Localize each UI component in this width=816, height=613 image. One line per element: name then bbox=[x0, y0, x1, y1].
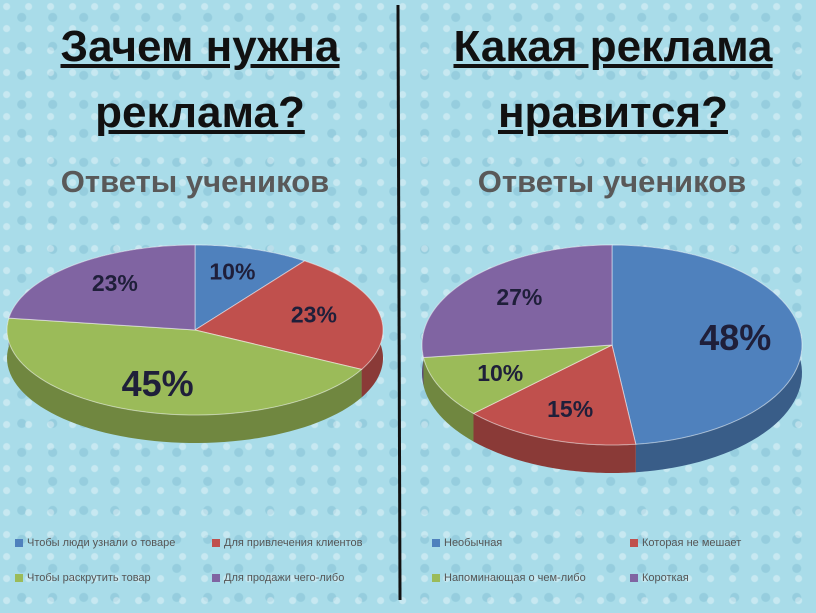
chart-title: Зачем нужна реклама? bbox=[60, 22, 340, 137]
slice bbox=[611, 244, 803, 445]
data-labels: 10% 23% 45% 23% bbox=[92, 258, 337, 404]
legend-swatch bbox=[432, 539, 440, 547]
slice bbox=[194, 244, 306, 331]
legend-label: Для привлечения клиентов bbox=[224, 537, 363, 549]
chart-title: Какая реклама нравится? bbox=[453, 22, 773, 137]
legend-swatch bbox=[212, 539, 220, 547]
legend-swatch bbox=[15, 574, 23, 582]
data-label: 45% bbox=[122, 363, 194, 404]
legend-label: Напоминающая о чем-либо bbox=[444, 572, 586, 584]
slice bbox=[472, 344, 637, 446]
legend-label: Для продажи чего-либо bbox=[224, 572, 344, 584]
chart-subtitle: Ответы учеников bbox=[61, 164, 329, 199]
legend-label: Чтобы раскрутить товар bbox=[27, 572, 151, 584]
chart-subtitle: Ответы учеников bbox=[478, 164, 746, 199]
data-label: 10% bbox=[477, 360, 523, 386]
legend-swatch bbox=[630, 574, 638, 582]
legend-label: Чтобы люди узнали о товаре bbox=[27, 537, 175, 549]
legend-label: Короткая bbox=[642, 572, 689, 584]
slice bbox=[421, 244, 613, 359]
legend-swatch bbox=[630, 539, 638, 547]
slice bbox=[8, 244, 196, 331]
data-label: 15% bbox=[547, 396, 593, 422]
slice bbox=[193, 260, 384, 370]
slice-side bbox=[473, 413, 636, 473]
slice-tops bbox=[421, 244, 803, 446]
divider bbox=[396, 4, 402, 601]
slice-side bbox=[423, 357, 474, 442]
data-labels: 48% 15% 10% 27% bbox=[477, 284, 771, 422]
legend-label: Которая не мешает bbox=[642, 537, 741, 549]
data-label: 23% bbox=[291, 301, 337, 327]
slice bbox=[422, 344, 613, 415]
legend-swatch bbox=[212, 574, 220, 582]
legend-swatch bbox=[432, 574, 440, 582]
slice-side bbox=[7, 318, 362, 443]
data-label: 23% bbox=[92, 270, 138, 296]
legend-label: Необычная bbox=[444, 537, 502, 549]
slice bbox=[6, 317, 363, 416]
data-label: 48% bbox=[699, 317, 771, 358]
legend-swatch bbox=[15, 539, 23, 547]
data-label: 27% bbox=[496, 284, 542, 310]
data-label: 10% bbox=[209, 258, 255, 284]
slice-tops bbox=[6, 244, 384, 416]
